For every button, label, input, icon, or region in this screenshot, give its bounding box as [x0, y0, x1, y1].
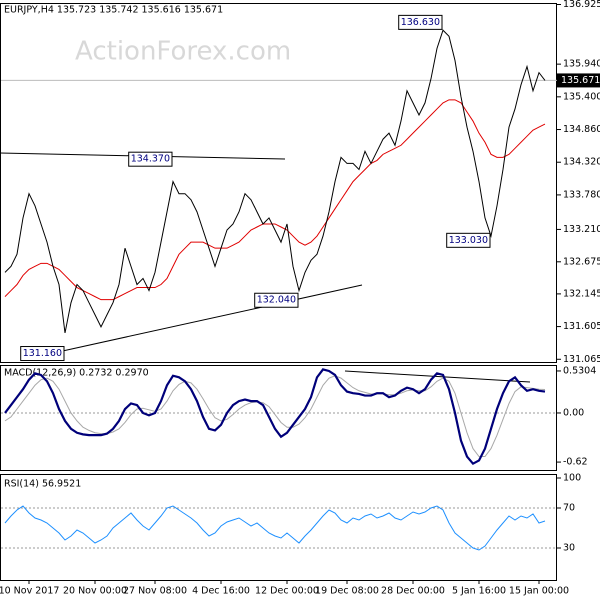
- y-tick-label: 30: [563, 543, 575, 554]
- x-tick-label: 12 Dec 00:00: [255, 586, 319, 597]
- y-tick-label: 135.940: [563, 59, 600, 70]
- price-panel: [0, 3, 557, 363]
- annotation-label: 134.370: [131, 154, 170, 165]
- trend-line: [57, 284, 363, 353]
- y-tick-label: 134.320: [563, 157, 600, 168]
- y-tick-label: 0.5304: [563, 365, 596, 376]
- y-tick-label: -0.62: [563, 457, 588, 468]
- chart-title: EURJPY,H4 135.723 135.742 135.616 135.67…: [4, 5, 223, 16]
- y-tick-label: 70: [563, 503, 575, 514]
- x-tick-label: 15 Jan 00:00: [509, 586, 569, 597]
- annotation-box: [20, 346, 65, 362]
- y-tick-label: 134.860: [563, 124, 600, 135]
- annotation-label: 131.160: [23, 348, 62, 359]
- y-tick-label: 131.605: [563, 321, 600, 332]
- y-tick-label: 131.065: [563, 354, 600, 365]
- macd-panel: [0, 365, 557, 471]
- series-line: [4, 505, 546, 551]
- annotation-box: [128, 151, 173, 167]
- annotation-label: 132.040: [257, 295, 296, 306]
- y-tick-label: 133.780: [563, 189, 600, 200]
- y-tick-label: 100: [563, 473, 581, 484]
- x-tick-label: 19 Dec 08:00: [315, 586, 379, 597]
- y-tick-label: 136.925: [563, 0, 600, 10]
- x-tick-label: 5 Jan 16:00: [452, 586, 506, 597]
- rsi-title: RSI(14) 56.9521: [4, 479, 81, 490]
- rsi-panel: [0, 474, 557, 581]
- annotation-box: [446, 232, 491, 248]
- series-line: [4, 375, 546, 458]
- series-line: [4, 368, 546, 466]
- current-label: 135.671: [561, 75, 600, 86]
- y-tick-label: 0.00: [563, 407, 584, 418]
- y-tick-label: 135.400: [563, 91, 600, 102]
- annotation-box: [254, 292, 299, 308]
- annotation-box: [398, 14, 443, 30]
- x-tick-label: 28 Dec 00:00: [381, 586, 445, 597]
- trend-line: [344, 370, 531, 383]
- x-tick-label: 10 Nov 2017: [0, 586, 59, 597]
- macd-title: MACD(12,26,9) 0.2732 0.2970: [4, 368, 149, 379]
- y-tick-label: 132.145: [563, 288, 600, 299]
- x-tick-label: 4 Dec 16:00: [192, 586, 250, 597]
- series-line: [4, 29, 546, 334]
- x-tick-label: 20 Nov 00:00: [63, 586, 127, 597]
- x-tick-label: 27 Nov 08:00: [123, 586, 187, 597]
- watermark: ActionForex.com: [75, 37, 291, 67]
- annotation-label: 133.030: [449, 235, 488, 246]
- current-box: [557, 73, 600, 88]
- y-tick-label: 133.210: [563, 224, 600, 235]
- y-tick-label: 132.675: [563, 256, 600, 267]
- series-line: [4, 99, 546, 301]
- annotation-label: 136.630: [401, 17, 440, 28]
